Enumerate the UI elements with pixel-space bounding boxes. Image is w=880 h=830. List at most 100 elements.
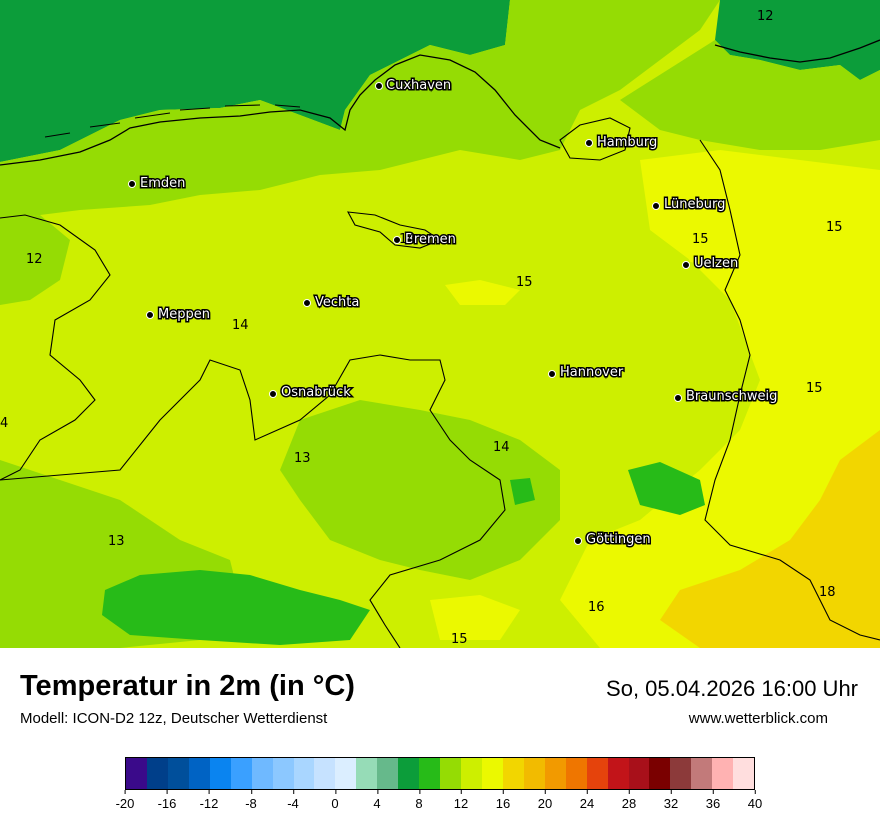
isotherm-label: 14 xyxy=(493,440,510,455)
colorbar-segment xyxy=(377,758,399,789)
temperature-map: Cuxhaven Hamburg Emden Lüneburg Bremen U… xyxy=(0,0,880,648)
colorbar-segment xyxy=(272,758,294,789)
colorbar-segment xyxy=(251,758,273,789)
colorbar-segment xyxy=(230,758,252,789)
city-dot-lueneburg xyxy=(652,202,660,210)
city-dot-cuxhaven xyxy=(375,82,383,90)
colorbar-tick-label: -12 xyxy=(200,790,218,811)
colorbar-segment xyxy=(649,758,671,789)
city-label: Hannover xyxy=(560,365,624,380)
city-label: Vechta xyxy=(315,295,359,310)
colorbar-tick-label: 20 xyxy=(538,790,552,811)
isotherm-label: 4 xyxy=(0,416,8,431)
isotherm-label: 15 xyxy=(826,220,843,235)
city-dot-vechta xyxy=(303,299,311,307)
colorbar-tick-label: 4 xyxy=(373,790,381,811)
colorbar-tick-label: 40 xyxy=(748,790,762,811)
colorbar-tick-label: 8 xyxy=(415,790,423,811)
isotherm-label: 13 xyxy=(294,451,311,466)
colorbar-segment xyxy=(691,758,713,789)
isotherm-label: 15 xyxy=(692,232,709,247)
colorbar-segment xyxy=(126,758,147,789)
isotherm-label: 13 xyxy=(108,534,125,549)
city-label: Uelzen xyxy=(694,256,738,271)
colorbar-segment xyxy=(146,758,168,789)
isotherm-label: 15 xyxy=(806,381,823,396)
city-dot-braunschweig xyxy=(674,394,682,402)
city-label: Braunschweig xyxy=(686,389,777,404)
state-border-east xyxy=(699,139,880,641)
city-label: Hamburg xyxy=(597,135,657,150)
colorbar-tick-label: -4 xyxy=(287,790,299,811)
southwest-hill-patch xyxy=(102,570,370,645)
colorbar-segment xyxy=(461,758,482,789)
colorbar-segment xyxy=(523,758,545,789)
colorbar-tick-label: -16 xyxy=(158,790,176,811)
isotherm-label: 15 xyxy=(451,632,468,647)
colorbar-tick-label: 12 xyxy=(454,790,468,811)
colorbar-tick-label: -8 xyxy=(245,790,257,811)
colorbar-segment xyxy=(481,758,503,789)
colorbar-segment xyxy=(607,758,629,789)
city-label: Meppen xyxy=(158,307,210,322)
colorbar-tick-label: 24 xyxy=(580,790,594,811)
islands xyxy=(44,104,301,138)
state-border-south xyxy=(0,354,506,648)
colorbar-tick-label: 0 xyxy=(331,790,339,811)
city-label: Bremen xyxy=(405,232,456,247)
coastal-band xyxy=(0,0,720,220)
southeast-18-zone xyxy=(660,430,880,648)
model-source: Modell: ICON-D2 12z, Deutscher Wetterdie… xyxy=(20,710,328,727)
baltic-sea xyxy=(715,0,880,80)
map-title: Temperatur in 2m (in °C) xyxy=(20,670,355,702)
colorbar-segment xyxy=(209,758,231,789)
isotherm-label: 14 xyxy=(232,318,249,333)
central-green-patch xyxy=(280,400,560,580)
colorbar-segment xyxy=(167,758,189,789)
west-green-patch xyxy=(0,215,70,305)
east-coastline xyxy=(714,39,880,63)
colorbar-segment xyxy=(398,758,420,789)
isotherm-labels: 12 12 15 15 14 15 14 15 4 13 14 13 16 18… xyxy=(0,9,843,647)
east-warm-zone xyxy=(560,150,880,648)
temperature-colorbar xyxy=(125,757,755,790)
harz-patch xyxy=(628,462,705,515)
map-canvas: Cuxhaven Hamburg Emden Lüneburg Bremen U… xyxy=(0,0,880,648)
colorbar-tick-label: 16 xyxy=(496,790,510,811)
bright-patch-2 xyxy=(680,235,760,265)
city-label: Lüneburg xyxy=(664,197,725,212)
city-label: Emden xyxy=(140,176,185,191)
isotherm-label: 12 xyxy=(757,9,774,24)
north-sea xyxy=(0,0,510,162)
city-labels: Cuxhaven Hamburg Emden Lüneburg Bremen U… xyxy=(139,77,779,549)
colorbar-segment xyxy=(586,758,608,789)
colorbar-segment xyxy=(628,758,650,789)
city-markers xyxy=(128,82,690,545)
bright-patch-1 xyxy=(445,280,520,305)
website-link[interactable]: www.wetterblick.com xyxy=(688,710,828,727)
city-dot-hamburg xyxy=(585,139,593,147)
bremen-border xyxy=(347,211,442,249)
colorbar-ticks: -20 -16 -12 -8 -4 0 4 8 12 16 20 24 28 32 36 40 xyxy=(116,790,762,820)
colorbar-segment xyxy=(544,758,566,789)
city-dot-hannover xyxy=(548,370,556,378)
city-dot-osnabrueck xyxy=(269,390,277,398)
city-label: Göttingen xyxy=(586,532,651,547)
colorbar-segment xyxy=(712,758,734,789)
city-dot-bremen xyxy=(393,236,401,244)
colorbar-tick-label: 36 xyxy=(706,790,720,811)
city-label: Cuxhaven xyxy=(386,78,451,93)
colorbar-segment xyxy=(293,758,315,789)
deister-patch xyxy=(510,478,535,505)
state-border-west xyxy=(0,214,111,481)
colorbar-tick-label: 28 xyxy=(622,790,636,811)
east-coast-band xyxy=(620,40,880,150)
map-footer: Temperatur in 2m (in °C) Modell: ICON-D2… xyxy=(0,648,880,830)
coastline xyxy=(0,54,561,166)
colorbar-segment xyxy=(502,758,524,789)
isotherm-label: 14 xyxy=(399,232,416,247)
colorbar-segment xyxy=(440,758,461,789)
isotherm-label: 18 xyxy=(819,585,836,600)
hamburg-border xyxy=(559,117,631,161)
colorbar-segment xyxy=(356,758,378,789)
